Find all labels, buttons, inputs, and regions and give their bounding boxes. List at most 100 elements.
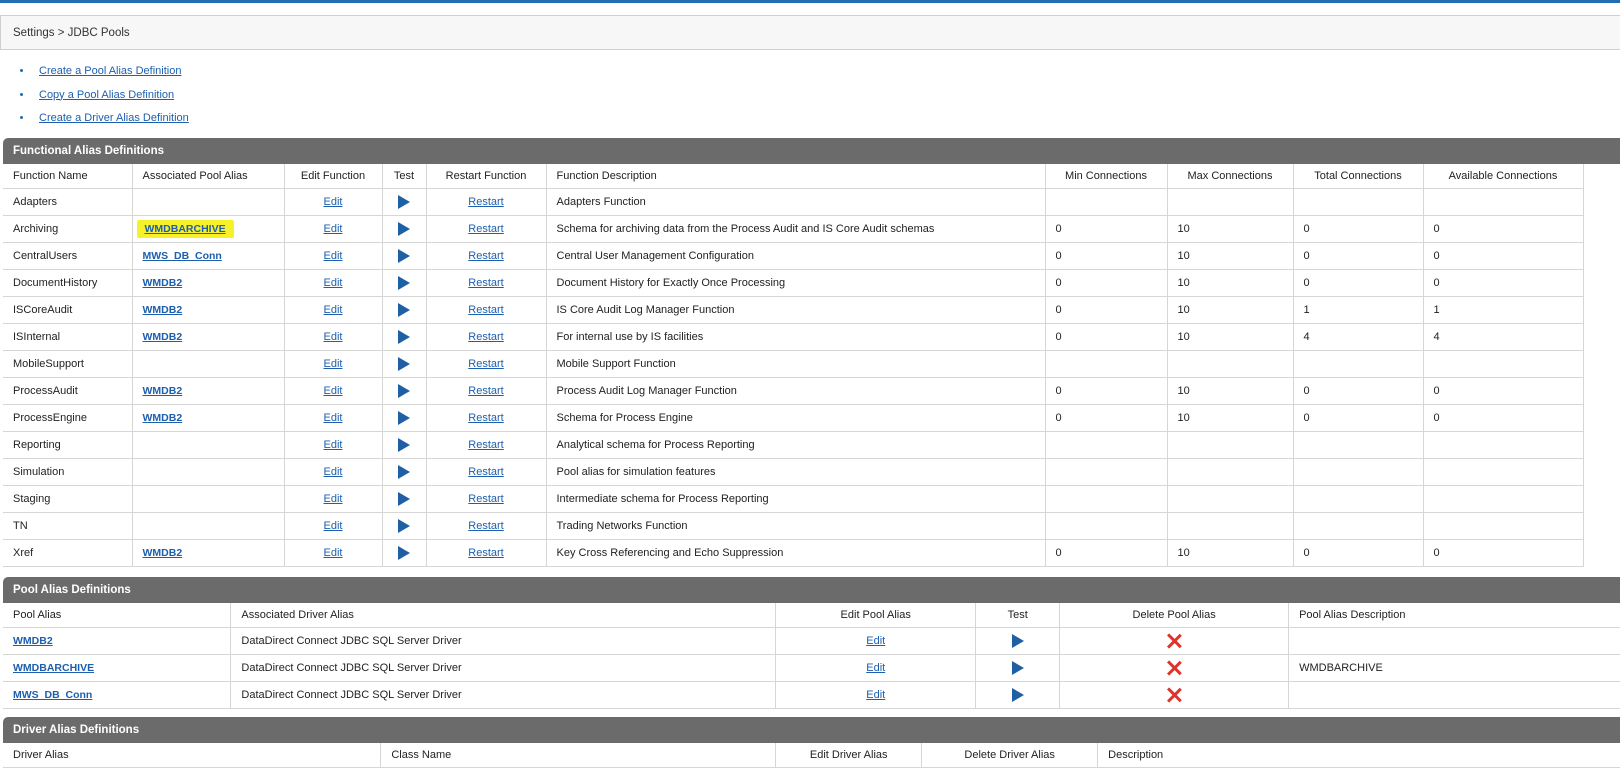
col-driver-alias: Associated Driver Alias — [230, 603, 777, 628]
test-cell — [382, 431, 427, 459]
edit-function-link[interactable]: Edit — [323, 385, 343, 397]
play-icon[interactable] — [398, 411, 410, 425]
edit-function-link[interactable]: Edit — [323, 358, 343, 370]
play-icon[interactable] — [1011, 661, 1024, 675]
delete-x-icon[interactable] — [1166, 660, 1182, 676]
play-icon[interactable] — [398, 249, 410, 263]
pool-alias-link[interactable]: MWS_DB_Conn — [13, 689, 93, 701]
play-icon[interactable] — [398, 519, 410, 533]
function-name-cell: DocumentHistory — [3, 269, 133, 297]
edit-function-link[interactable]: Edit — [323, 331, 343, 343]
min-connections-cell — [1045, 431, 1168, 459]
play-icon[interactable] — [398, 465, 410, 479]
test-cell — [382, 458, 427, 486]
bullet-icon — [20, 69, 23, 72]
play-icon[interactable] — [1011, 634, 1024, 648]
edit-pool-alias-link[interactable]: Edit — [866, 662, 886, 674]
test-cell — [382, 350, 427, 378]
min-connections-cell: 0 — [1045, 377, 1168, 405]
function-description-cell: Intermediate schema for Process Reportin… — [546, 485, 1046, 513]
edit-function-cell: Edit — [284, 215, 383, 243]
restart-function-link[interactable]: Restart — [468, 547, 504, 559]
pool-alias-link[interactable]: WMDB2 — [13, 635, 53, 647]
edit-function-link[interactable]: Edit — [323, 412, 343, 424]
play-icon[interactable] — [398, 357, 410, 371]
table-row: CentralUsers MWS_DB_Conn Edit Restart Centra… — [3, 242, 1584, 270]
edit-pool-alias-link[interactable]: Edit — [866, 689, 886, 701]
edit-function-cell: Edit — [284, 269, 383, 297]
play-icon[interactable] — [398, 303, 410, 317]
restart-function-link[interactable]: Restart — [468, 250, 504, 262]
restart-function-link[interactable]: Restart — [468, 358, 504, 370]
delete-x-icon[interactable] — [1166, 687, 1182, 703]
pool-alias-link[interactable]: WMDB2 — [142, 277, 183, 289]
edit-function-link[interactable]: Edit — [323, 277, 343, 289]
action-link-item: Create a Driver Alias Definition — [20, 111, 189, 135]
restart-function-link[interactable]: Restart — [468, 520, 504, 532]
copy-pool-alias-link[interactable]: Copy a Pool Alias Definition — [39, 88, 175, 101]
restart-function-link[interactable]: Restart — [468, 196, 504, 208]
pool-alias-link[interactable]: WMDB2 — [142, 304, 183, 316]
function-name-cell: CentralUsers — [3, 242, 133, 270]
function-name-cell: Staging — [3, 485, 133, 513]
restart-function-link[interactable]: Restart — [468, 412, 504, 424]
play-icon[interactable] — [398, 195, 410, 209]
play-icon[interactable] — [398, 492, 410, 506]
restart-function-cell: Restart — [426, 458, 547, 486]
play-icon[interactable] — [398, 276, 410, 290]
pool-alias-cell: WMDBARCHIVE — [132, 215, 285, 243]
edit-function-link[interactable]: Edit — [323, 304, 343, 316]
restart-function-link[interactable]: Restart — [468, 439, 504, 451]
table-row: Reporting Edit Restart Analytical schema fo… — [3, 431, 1584, 459]
edit-function-cell: Edit — [284, 485, 383, 513]
pool-alias-link[interactable]: WMDB2 — [142, 331, 183, 343]
edit-function-link[interactable]: Edit — [323, 196, 343, 208]
pool-alias-link[interactable]: WMDB2 — [142, 412, 183, 424]
edit-pool-alias-link[interactable]: Edit — [866, 635, 886, 647]
col-pool-alias-description: Pool Alias Description — [1288, 603, 1620, 628]
test-cell — [382, 404, 427, 432]
test-cell — [382, 539, 427, 567]
play-icon[interactable] — [398, 384, 410, 398]
edit-function-link[interactable]: Edit — [323, 250, 343, 262]
restart-function-link[interactable]: Restart — [468, 493, 504, 505]
restart-function-link[interactable]: Restart — [468, 304, 504, 316]
play-icon[interactable] — [398, 438, 410, 452]
delete-x-icon[interactable] — [1166, 633, 1182, 649]
edit-function-link[interactable]: Edit — [323, 520, 343, 532]
play-icon[interactable] — [1011, 688, 1024, 702]
restart-function-cell: Restart — [426, 188, 547, 216]
restart-function-link[interactable]: Restart — [468, 466, 504, 478]
function-name-cell: Simulation — [3, 458, 133, 486]
restart-function-link[interactable]: Restart — [468, 277, 504, 289]
play-icon[interactable] — [398, 222, 410, 236]
available-connections-cell: 0 — [1423, 539, 1584, 567]
edit-function-link[interactable]: Edit — [323, 466, 343, 478]
edit-function-cell: Edit — [284, 350, 383, 378]
restart-function-link[interactable]: Restart — [468, 331, 504, 343]
edit-function-link[interactable]: Edit — [323, 223, 343, 235]
edit-function-link[interactable]: Edit — [323, 439, 343, 451]
pool-alias-link[interactable]: WMDBARCHIVE — [13, 662, 95, 674]
restart-function-link[interactable]: Restart — [468, 385, 504, 397]
edit-function-link[interactable]: Edit — [323, 493, 343, 505]
restart-function-link[interactable]: Restart — [468, 223, 504, 235]
table-row: Xref WMDB2 Edit Restart Key Cross Referencin… — [3, 539, 1584, 567]
pool-alias-link[interactable]: WMDB2 — [142, 547, 183, 559]
play-icon[interactable] — [398, 546, 410, 560]
table-row: Staging Edit Restart Intermediate schema fo… — [3, 485, 1584, 513]
restart-function-cell: Restart — [426, 242, 547, 270]
pool-alias-link[interactable]: WMDBARCHIVE — [136, 220, 234, 238]
play-icon[interactable] — [398, 330, 410, 344]
pool-alias-link[interactable]: WMDB2 — [142, 385, 183, 397]
function-description-cell: Mobile Support Function — [546, 350, 1046, 378]
pool-alias-link[interactable]: MWS_DB_Conn — [142, 250, 222, 262]
available-connections-cell: 0 — [1423, 215, 1584, 243]
col-class-name: Class Name — [380, 743, 777, 768]
total-connections-cell: 1 — [1293, 296, 1424, 324]
pool-alias-cell — [132, 188, 285, 216]
edit-function-link[interactable]: Edit — [323, 547, 343, 559]
create-driver-alias-link[interactable]: Create a Driver Alias Definition — [39, 112, 189, 124]
restart-function-cell: Restart — [426, 296, 547, 324]
create-pool-alias-link[interactable]: Create a Pool Alias Definition — [39, 65, 182, 77]
